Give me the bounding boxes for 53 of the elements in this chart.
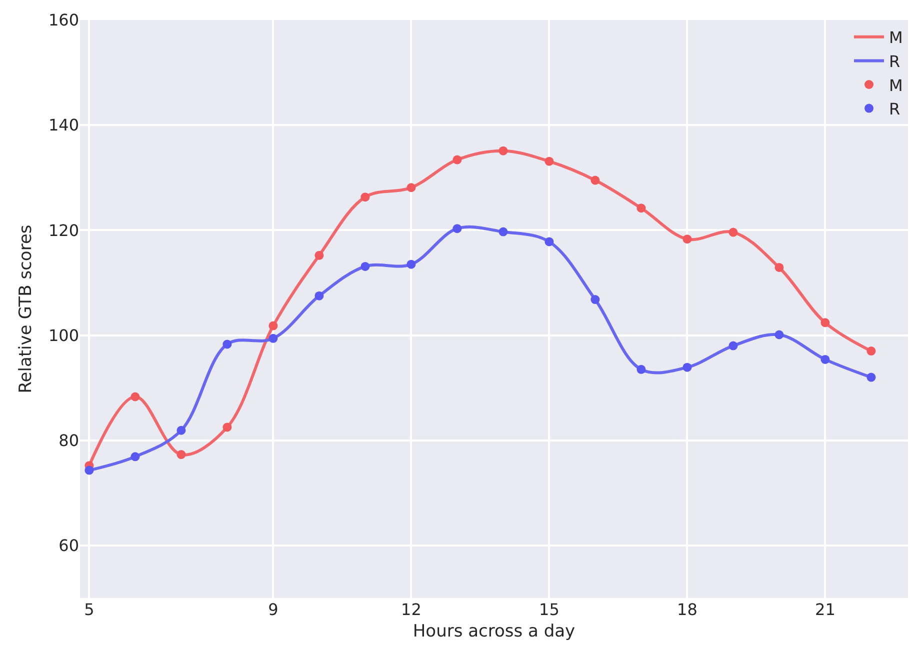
point xyxy=(590,176,600,185)
y-tick-label: 60 xyxy=(58,536,79,556)
x-tick-label: 15 xyxy=(539,600,560,619)
legend-label: R xyxy=(889,52,900,71)
point xyxy=(636,364,646,374)
x-tick-label: 5 xyxy=(84,600,94,619)
point xyxy=(84,466,94,475)
point xyxy=(314,250,324,260)
point xyxy=(452,224,462,234)
point xyxy=(314,291,324,300)
point xyxy=(544,237,554,246)
x-tick-label: 9 xyxy=(268,600,278,619)
point xyxy=(820,318,830,328)
point xyxy=(406,260,416,269)
point xyxy=(222,340,232,349)
legend-label: M xyxy=(889,28,903,48)
y-tick-label: 100 xyxy=(48,326,79,345)
point xyxy=(268,334,278,343)
legend-label: R xyxy=(889,100,900,119)
point xyxy=(406,183,416,192)
point xyxy=(728,341,738,350)
point xyxy=(728,228,738,237)
point xyxy=(682,362,692,372)
point xyxy=(452,155,462,164)
point xyxy=(360,192,370,202)
y-tick-label: 140 xyxy=(48,116,79,135)
point xyxy=(590,295,600,304)
x-tick-label: 21 xyxy=(815,600,836,619)
point xyxy=(498,146,508,156)
point xyxy=(498,227,508,236)
point xyxy=(636,204,646,213)
point xyxy=(268,321,278,330)
point xyxy=(176,450,186,460)
point xyxy=(866,372,876,382)
y-axis-title: Relative GTB scores xyxy=(16,224,36,394)
y-tick-label: 160 xyxy=(48,10,79,30)
point xyxy=(866,346,876,356)
point xyxy=(360,262,370,271)
point xyxy=(820,354,830,364)
point xyxy=(222,422,232,432)
x-axis-title: Hours across a day xyxy=(412,621,576,642)
point xyxy=(682,234,692,244)
point xyxy=(176,426,186,435)
point xyxy=(774,262,784,272)
x-tick-label: 18 xyxy=(677,600,698,619)
legend-label: M xyxy=(889,76,903,95)
point xyxy=(130,452,140,462)
point xyxy=(774,330,784,340)
y-tick-label: 80 xyxy=(58,430,79,450)
point xyxy=(544,156,554,166)
point xyxy=(130,392,140,402)
y-tick-label: 120 xyxy=(48,220,79,240)
x-tick-label: 12 xyxy=(401,600,422,619)
